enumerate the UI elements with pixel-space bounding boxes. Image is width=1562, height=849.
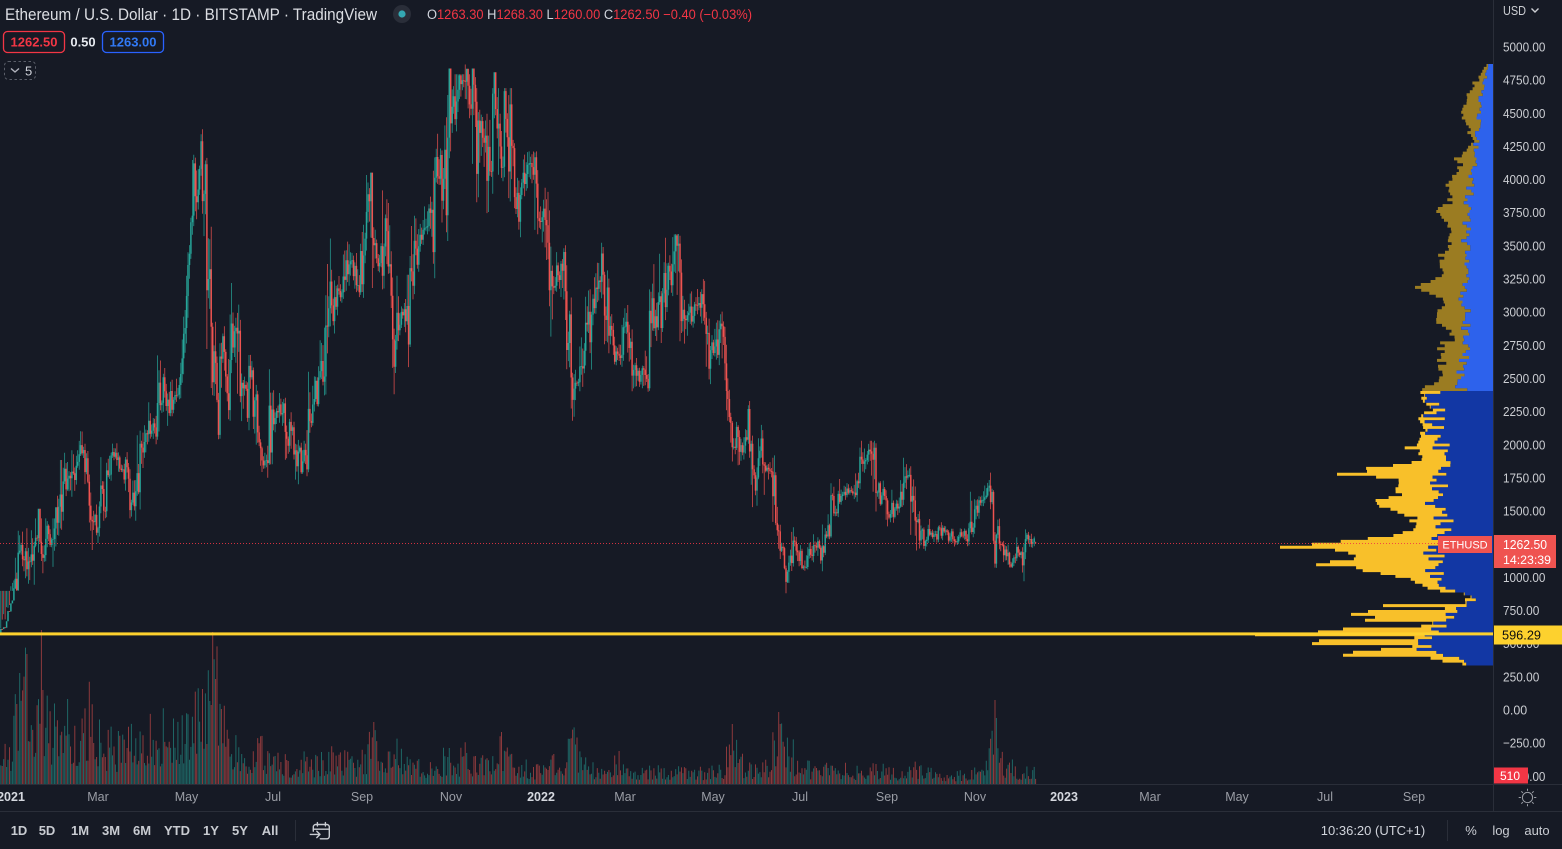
svg-text:Nov: Nov — [964, 790, 987, 804]
svg-text:Sep: Sep — [876, 790, 898, 804]
svg-text:0.00: 0.00 — [1503, 703, 1527, 718]
svg-text:1262.50: 1262.50 — [11, 35, 58, 50]
svg-text:Jul: Jul — [265, 790, 281, 804]
svg-text:596.29: 596.29 — [1502, 628, 1541, 643]
svg-text:250.00: 250.00 — [1503, 669, 1539, 684]
svg-text:3750.00: 3750.00 — [1503, 205, 1545, 220]
svg-text:Jul: Jul — [1317, 790, 1333, 804]
svg-text:5000.00: 5000.00 — [1503, 40, 1545, 55]
svg-text:Mar: Mar — [1139, 790, 1161, 804]
svg-text:4500.00: 4500.00 — [1503, 106, 1545, 121]
svg-text:3000.00: 3000.00 — [1503, 305, 1545, 320]
svg-text:Mar: Mar — [614, 790, 636, 804]
svg-text:4000.00: 4000.00 — [1503, 172, 1545, 187]
svg-text:2000.00: 2000.00 — [1503, 437, 1545, 452]
svg-text:%: % — [1465, 823, 1477, 838]
svg-text:1500.00: 1500.00 — [1503, 504, 1545, 519]
svg-text:4750.00: 4750.00 — [1503, 73, 1545, 88]
svg-text:2023: 2023 — [1050, 790, 1078, 804]
svg-text:log: log — [1492, 823, 1509, 838]
svg-text:Sep: Sep — [1403, 790, 1425, 804]
svg-text:14:23:39: 14:23:39 — [1503, 553, 1551, 567]
svg-text:Nov: Nov — [440, 790, 463, 804]
svg-text:USD: USD — [1503, 3, 1526, 18]
svg-text:6M: 6M — [133, 823, 151, 838]
svg-text:O1263.30 H1268.30 L1260.00 C12: O1263.30 H1268.30 L1260.00 C1262.50 −0.4… — [427, 7, 752, 22]
svg-text:May: May — [1225, 790, 1249, 804]
svg-text:ETHUSD: ETHUSD — [1442, 540, 1487, 552]
svg-text:May: May — [175, 790, 199, 804]
svg-text:2500.00: 2500.00 — [1503, 371, 1545, 386]
svg-text:1000.00: 1000.00 — [1503, 570, 1545, 585]
svg-text:YTD: YTD — [164, 823, 190, 838]
svg-text:−250.00: −250.00 — [1503, 736, 1545, 751]
svg-text:Sep: Sep — [351, 790, 373, 804]
svg-text:1263.00: 1263.00 — [110, 35, 157, 50]
svg-text:5Y: 5Y — [232, 823, 248, 838]
svg-text:2750.00: 2750.00 — [1503, 338, 1545, 353]
svg-text:0.50: 0.50 — [70, 35, 95, 50]
svg-text:2250.00: 2250.00 — [1503, 404, 1545, 419]
svg-text:5: 5 — [25, 64, 32, 79]
svg-text:Ethereum / U.S. Dollar · 1D ·: Ethereum / U.S. Dollar · 1D · BITSTAMP ·… — [5, 6, 377, 24]
svg-text:2021: 2021 — [0, 790, 25, 804]
svg-text:1750.00: 1750.00 — [1503, 471, 1545, 486]
svg-text:2022: 2022 — [527, 790, 555, 804]
svg-text:10:36:20 (UTC+1): 10:36:20 (UTC+1) — [1321, 823, 1425, 838]
svg-text:750.00: 750.00 — [1503, 603, 1539, 618]
svg-text:4250.00: 4250.00 — [1503, 139, 1545, 154]
svg-text:5D: 5D — [39, 823, 56, 838]
svg-text:3M: 3M — [102, 823, 120, 838]
svg-text:1M: 1M — [71, 823, 89, 838]
svg-text:All: All — [262, 823, 279, 838]
svg-text:1Y: 1Y — [203, 823, 219, 838]
svg-text:Jul: Jul — [792, 790, 808, 804]
svg-text:3250.00: 3250.00 — [1503, 272, 1545, 287]
svg-text:3500.00: 3500.00 — [1503, 238, 1545, 253]
svg-text:1262.50: 1262.50 — [1503, 537, 1547, 552]
svg-text:auto: auto — [1524, 823, 1549, 838]
svg-text:May: May — [701, 790, 725, 804]
svg-text:1D: 1D — [11, 823, 28, 838]
svg-text:Mar: Mar — [87, 790, 109, 804]
svg-text:510: 510 — [1500, 769, 1520, 783]
